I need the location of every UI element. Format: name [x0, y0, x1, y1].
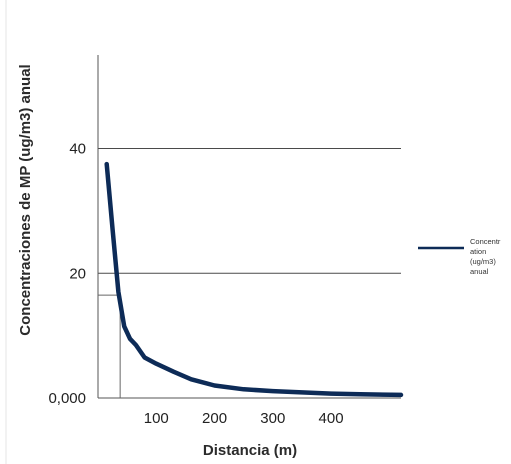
legend-label-line-1: ation [470, 247, 486, 256]
tick-layer: 0,000 20 40 100 200 300 400 [48, 141, 343, 427]
series-line-0 [104, 161, 404, 398]
y-tick-label-0: 0,000 [48, 390, 86, 407]
grid-layer [98, 148, 401, 274]
x-tick-label-2: 300 [260, 410, 285, 427]
legend-label-line-3: anual [470, 267, 489, 276]
y-axis-title: Concentraciones de MP (ug/m3) anual [17, 64, 34, 335]
x-axis-title: Distancia (m) [203, 442, 297, 459]
x-tick-label-3: 400 [319, 410, 344, 427]
series-layer [104, 161, 404, 398]
y-tick-label-1: 20 [69, 265, 86, 282]
legend-label-line-2: (ug/m3) [470, 257, 496, 266]
x-tick-label-1: 200 [202, 410, 227, 427]
legend-label-line-0: Concentr [470, 237, 501, 246]
x-tick-label-0: 100 [144, 410, 169, 427]
y-tick-label-2: 40 [69, 141, 86, 158]
axis-layer [97, 55, 401, 399]
